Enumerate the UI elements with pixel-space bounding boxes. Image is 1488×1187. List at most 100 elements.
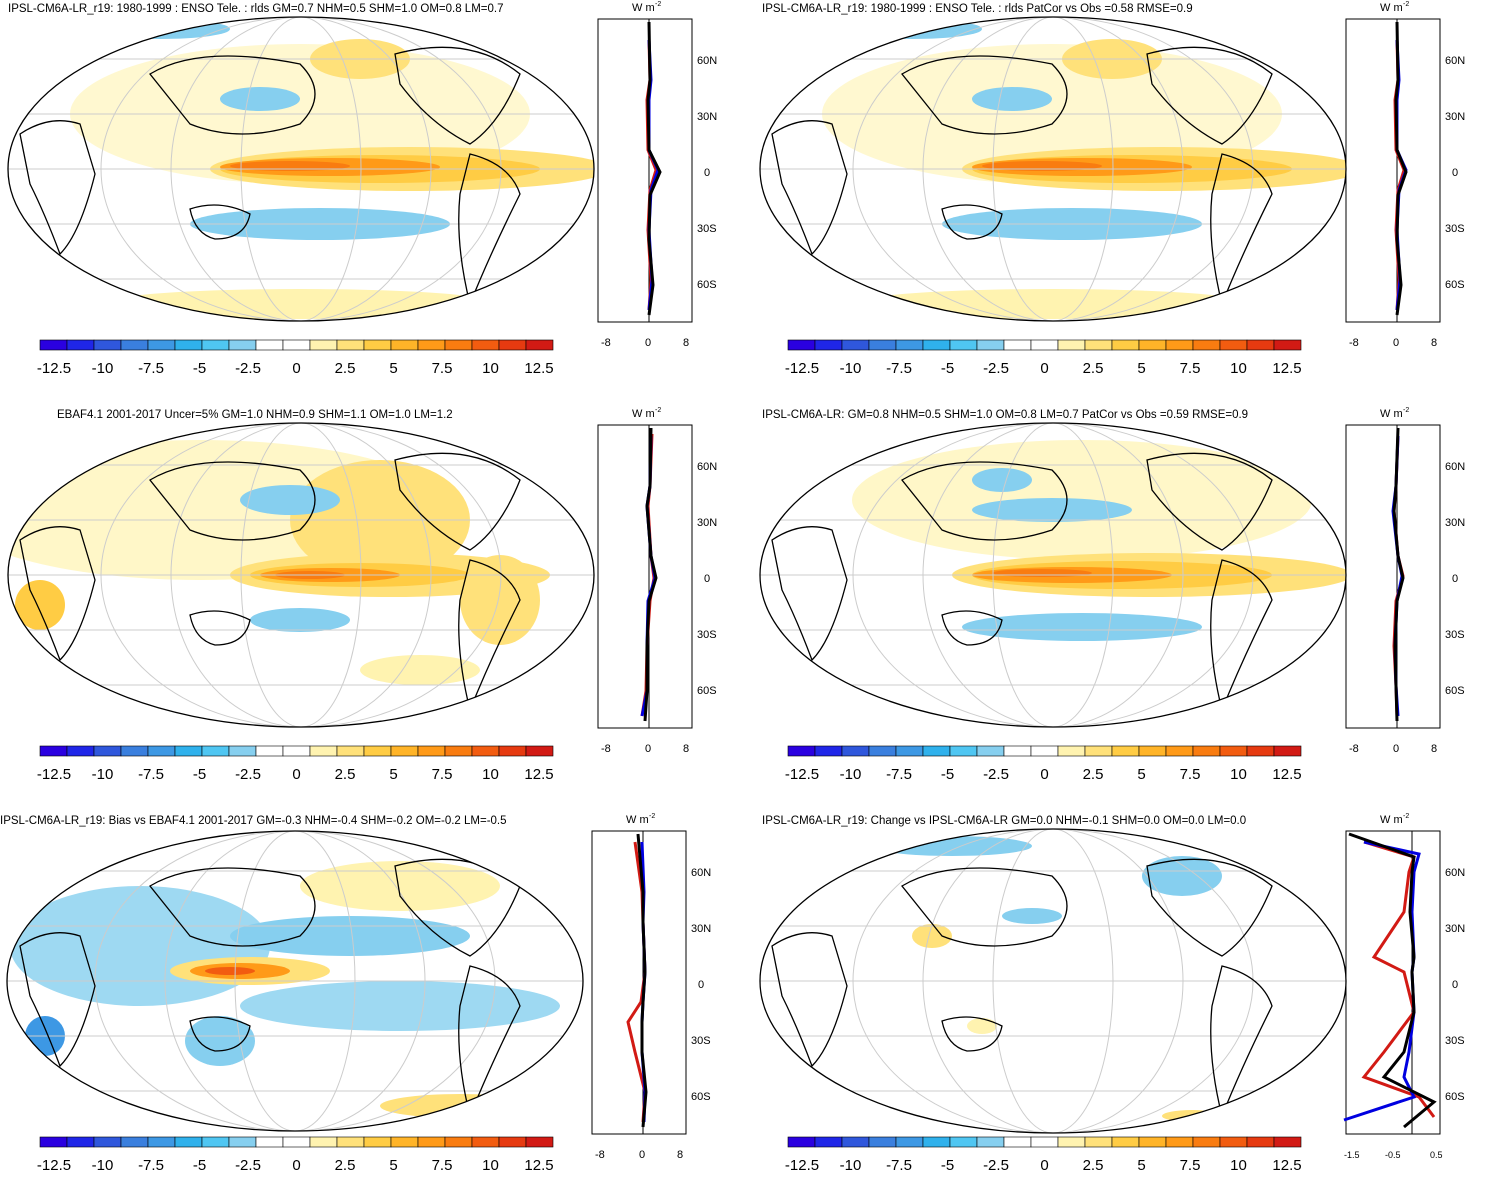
colorbar-cell: [309, 745, 338, 757]
colorbar-cell: [147, 1136, 176, 1148]
svg-text:30N: 30N: [697, 111, 717, 123]
svg-text:60N: 60N: [1445, 55, 1465, 67]
svg-text:0: 0: [1393, 743, 1399, 755]
colorbar-tick-label: -10: [92, 1157, 114, 1174]
svg-text:30S: 30S: [1445, 223, 1465, 235]
colorbar-cell: [1111, 745, 1140, 757]
colorbar-tick-label: 10: [482, 1157, 499, 1174]
colorbar-tick-label: 12.5: [524, 766, 553, 783]
colorbar-cell: [120, 339, 149, 351]
colorbar-cell: [841, 1136, 870, 1148]
colorbar-cell: [1219, 745, 1248, 757]
colorbar-cell: [1030, 339, 1059, 351]
colorbar-cell: [841, 339, 870, 351]
world-map: [7, 422, 595, 728]
colorbar-tick-label: 12.5: [524, 1157, 553, 1174]
svg-text:0: 0: [639, 1149, 645, 1161]
colorbar-tick-label: 2.5: [335, 360, 356, 377]
colorbar-cell: [525, 745, 554, 757]
colorbar-cell: [255, 339, 284, 351]
colorbar-tick-label: 0: [292, 1157, 300, 1174]
colorbar-tick-label: 0: [1040, 1157, 1048, 1174]
svg-text:0: 0: [704, 573, 710, 585]
colorbar-cell: [976, 745, 1005, 757]
colorbar-cell: [390, 745, 419, 757]
colorbar-cell: [282, 339, 311, 351]
colorbar-tick-label: 10: [482, 766, 499, 783]
colorbar-cell: [363, 1136, 392, 1148]
colorbar-cell: [498, 1136, 527, 1148]
panel-title: IPSL-CM6A-LR_r19: 1980-1999 : ENSO Tele.…: [8, 3, 504, 15]
colorbar: -12.5 -10 -7.5 -5 -2.5 0 2.5 5 7.5 10 12.5: [785, 1136, 1302, 1174]
colorbar-tick-label: -12.5: [37, 766, 71, 783]
colorbar-cell: [390, 339, 419, 351]
panel-title: EBAF4.1 2001-2017 Uncer=5% GM=1.0 NHM=0.…: [57, 409, 453, 421]
unit-label: W m: [632, 2, 655, 14]
svg-text:8: 8: [1431, 337, 1437, 349]
svg-text:0: 0: [1452, 979, 1458, 991]
colorbar-tick-label: -5: [193, 766, 206, 783]
colorbar-cell: [147, 339, 176, 351]
colorbar-cell: [895, 1136, 924, 1148]
svg-text:0.5: 0.5: [1430, 1150, 1443, 1160]
colorbar-cell: [1246, 339, 1275, 351]
colorbar-tick-label: 0: [1040, 360, 1048, 377]
colorbar-tick-label: 12.5: [1272, 360, 1301, 377]
colorbar-cell: [174, 339, 203, 351]
svg-text:0: 0: [1393, 337, 1399, 349]
colorbar-cell: [471, 339, 500, 351]
colorbar-cell: [1273, 1136, 1302, 1148]
colorbar-cell: [498, 339, 527, 351]
colorbar-tick-label: -7.5: [138, 360, 164, 377]
colorbar-cell: [174, 1136, 203, 1148]
svg-text:8: 8: [683, 337, 689, 349]
unit-label: W m: [632, 408, 655, 420]
colorbar-cell: [814, 745, 843, 757]
colorbar-cell: [1057, 339, 1086, 351]
panel-title: IPSL-CM6A-LR: GM=0.8 NHM=0.5 SHM=1.0 OM=…: [762, 409, 1249, 421]
colorbar-cell: [228, 1136, 257, 1148]
colorbar-tick-label: 5: [1137, 360, 1145, 377]
panel-4: IPSL-CM6A-LR: GM=0.8 NHM=0.5 SHM=1.0 OM=…: [744, 406, 1488, 796]
colorbar-tick-label: -12.5: [37, 1157, 71, 1174]
colorbar-tick-label: 0: [292, 766, 300, 783]
svg-text:0: 0: [704, 167, 710, 179]
svg-text:-8: -8: [595, 1149, 605, 1161]
colorbar-tick-label: -2.5: [983, 1157, 1009, 1174]
colorbar-tick-label: 5: [1137, 1157, 1145, 1174]
unit-exponent: -2: [1403, 1, 1409, 8]
colorbar-tick-label: -7.5: [886, 1157, 912, 1174]
svg-text:30S: 30S: [1445, 629, 1465, 641]
svg-text:30S: 30S: [1445, 1035, 1465, 1047]
colorbar-tick-label: 12.5: [524, 360, 553, 377]
colorbar: -12.5 -10 -7.5 -5 -2.5 0 2.5 5 7.5 10 12.5: [785, 339, 1302, 377]
colorbar-tick-label: -10: [92, 360, 114, 377]
unit-label: W m: [626, 814, 649, 826]
colorbar-cell: [949, 339, 978, 351]
colorbar-cell: [787, 339, 816, 351]
svg-text:30N: 30N: [691, 923, 711, 935]
svg-text:30N: 30N: [697, 517, 717, 529]
panel-5: IPSL-CM6A-LR_r19: Bias vs EBAF4.1 2001-2…: [0, 812, 744, 1187]
panel-title: IPSL-CM6A-LR_r19: Bias vs EBAF4.1 2001-2…: [0, 815, 507, 827]
colorbar-tick-label: -10: [840, 360, 862, 377]
colorbar-tick-label: 12.5: [1272, 766, 1301, 783]
colorbar-cell: [228, 745, 257, 757]
world-map: [6, 830, 584, 1132]
svg-text:60N: 60N: [691, 867, 711, 879]
colorbar-cell: [1246, 1136, 1275, 1148]
colorbar-cell: [1165, 339, 1194, 351]
colorbar-cell: [895, 745, 924, 757]
colorbar-cell: [868, 1136, 897, 1148]
colorbar-tick-label: -5: [941, 360, 954, 377]
world-map: [7, 16, 595, 322]
svg-text:-0.5: -0.5: [1385, 1150, 1401, 1160]
colorbar-cell: [1219, 339, 1248, 351]
colorbar-tick-label: -2.5: [235, 360, 261, 377]
colorbar-tick-label: 10: [1230, 360, 1247, 377]
colorbar-tick-label: 5: [1137, 766, 1145, 783]
colorbar-cell: [1138, 1136, 1167, 1148]
svg-text:30S: 30S: [697, 223, 717, 235]
panel-title: IPSL-CM6A-LR_r19: 1980-1999 : ENSO Tele.…: [762, 3, 1193, 15]
colorbar-tick-label: -7.5: [886, 360, 912, 377]
